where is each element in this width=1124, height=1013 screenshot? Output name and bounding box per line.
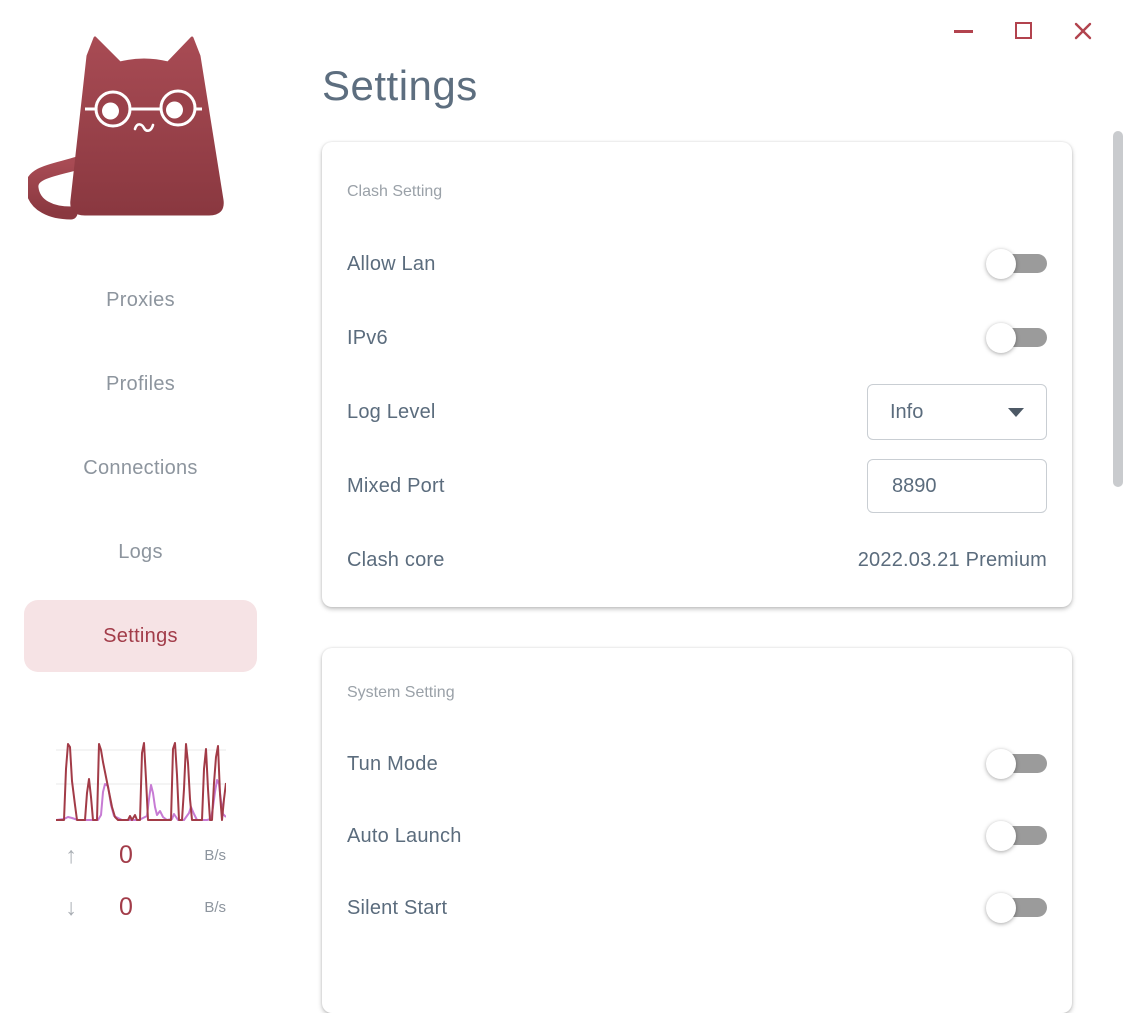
silent-start-label: Silent Start	[347, 896, 448, 919]
auto-launch-row: Auto Launch	[347, 800, 1047, 872]
toggle-knob	[986, 323, 1016, 353]
section-label-system-setting: System Setting	[347, 684, 455, 701]
app-logo-cat	[25, 30, 228, 225]
minimize-icon	[953, 30, 973, 33]
ipv6-row: IPv6	[347, 301, 1047, 375]
ipv6-toggle[interactable]	[986, 323, 1047, 353]
mixed-port-input[interactable]	[867, 459, 1047, 513]
toggle-knob	[986, 249, 1016, 279]
close-icon	[1074, 22, 1092, 40]
mixed-port-row: Mixed Port	[347, 449, 1047, 523]
clash-core-label: Clash core	[347, 548, 445, 571]
sidebar-item-profiles[interactable]: Profiles	[105, 372, 176, 395]
cat-logo-graphic	[25, 36, 224, 220]
tun-mode-toggle[interactable]	[986, 749, 1047, 779]
ipv6-label: IPv6	[347, 326, 388, 349]
maximize-icon	[1014, 22, 1032, 39]
silent-start-row: Silent Start	[347, 872, 1047, 944]
upload-speed-unit: B/s	[204, 846, 226, 864]
log-level-select[interactable]: Info	[867, 384, 1047, 440]
tun-mode-row: Tun Mode	[347, 728, 1047, 800]
auto-launch-toggle[interactable]	[986, 821, 1047, 851]
sidebar-item-connections[interactable]: Connections	[83, 456, 198, 479]
download-speed-value: 0	[119, 892, 133, 921]
traffic-line-primary	[56, 742, 226, 821]
allow-lan-label: Allow Lan	[347, 252, 436, 275]
section-label-clash-setting: Clash Setting	[347, 183, 443, 200]
toggle-knob	[986, 821, 1016, 851]
download-stat-row: ↓ 0 B/s	[56, 890, 226, 924]
arrow-up-icon: ↑	[65, 841, 77, 868]
download-speed-unit: B/s	[204, 898, 226, 916]
log-level-selected-value: Info	[890, 400, 924, 423]
log-level-row: Log Level Info	[347, 375, 1047, 449]
minimize-button[interactable]	[952, 20, 974, 42]
scrollbar-thumb[interactable]	[1113, 131, 1123, 487]
close-button[interactable]	[1072, 20, 1094, 42]
mixed-port-label: Mixed Port	[347, 474, 445, 497]
arrow-down-icon: ↓	[65, 893, 77, 920]
clash-core-version: 2022.03.21 Premium	[857, 548, 1047, 571]
system-setting-card: System Setting Tun Mode Auto Launch Sile…	[322, 648, 1072, 1013]
upload-stat-row: ↑ 0 B/s	[56, 838, 226, 872]
sidebar-item-proxies[interactable]: Proxies	[106, 288, 175, 311]
clash-setting-card: Clash Setting Allow Lan IPv6 Log Level I…	[322, 142, 1072, 607]
sidebar-nav: Proxies Profiles Connections Logs Settin…	[24, 264, 257, 684]
auto-launch-label: Auto Launch	[347, 824, 462, 847]
tun-mode-label: Tun Mode	[347, 752, 438, 775]
clash-core-row: Clash core 2022.03.21 Premium	[347, 523, 1047, 597]
sidebar-item-settings[interactable]: Settings	[24, 600, 257, 672]
sidebar-item-logs[interactable]: Logs	[118, 540, 163, 563]
log-level-label: Log Level	[347, 400, 436, 423]
allow-lan-toggle[interactable]	[986, 249, 1047, 279]
toggle-knob	[986, 749, 1016, 779]
silent-start-toggle[interactable]	[986, 893, 1047, 923]
upload-speed-value: 0	[119, 840, 133, 869]
maximize-button[interactable]	[1012, 20, 1034, 42]
allow-lan-row: Allow Lan	[347, 227, 1047, 301]
traffic-graph	[56, 742, 226, 821]
chevron-down-icon	[1008, 407, 1024, 417]
toggle-knob	[986, 893, 1016, 923]
page-title: Settings	[322, 62, 478, 109]
